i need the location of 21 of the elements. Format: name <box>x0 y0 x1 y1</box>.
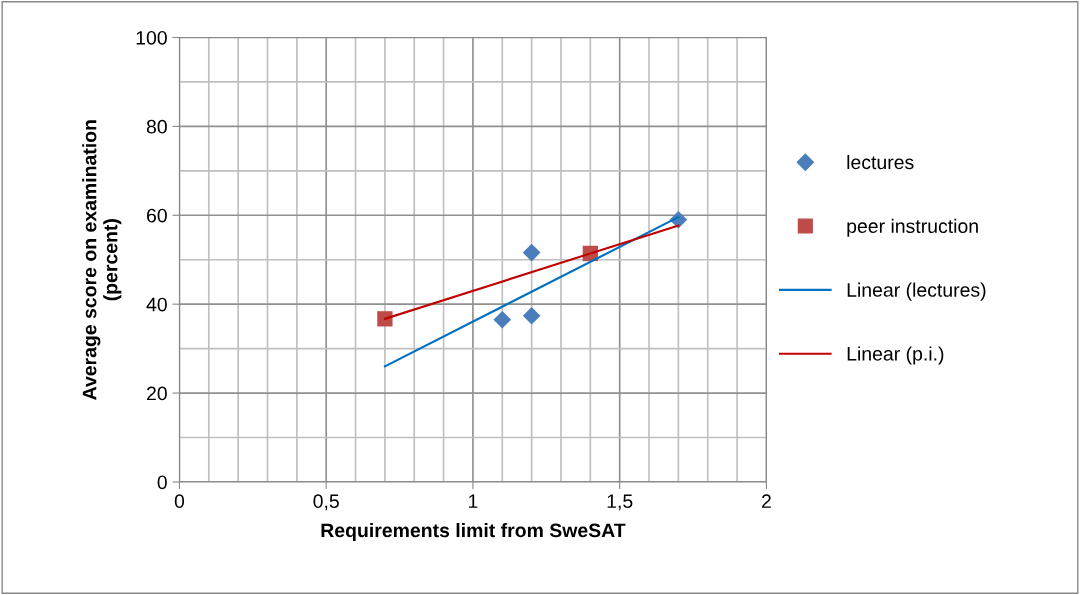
legend-label: lectures <box>847 154 914 170</box>
y-tick-label: 20 <box>146 386 167 401</box>
point <box>522 306 541 325</box>
y-tick-label: 40 <box>146 297 167 312</box>
legend-label: peer instruction <box>847 218 978 237</box>
y-tick-label: 100 <box>136 30 167 45</box>
y-axis-title: Average score on examination (percent) <box>82 120 122 400</box>
legend-label: Linear (p.i.) <box>847 346 944 365</box>
y-tick-label: 80 <box>146 119 167 134</box>
x-tick-label: 1 <box>469 494 478 508</box>
point <box>377 311 393 327</box>
x-tick-label: 2 <box>762 494 771 508</box>
x-tick-label: 0 <box>174 494 185 509</box>
legend-label: Linear (lectures) <box>847 282 986 301</box>
x-tick-label: 1,5 <box>607 494 633 511</box>
x-axis-title: Requirements limit from SweSAT <box>321 522 626 542</box>
y-tick-label: 60 <box>147 208 167 223</box>
y-tick-label: 0 <box>157 475 167 490</box>
point <box>493 310 512 329</box>
x-tick-label: 0,5 <box>313 494 339 511</box>
point <box>522 243 541 262</box>
